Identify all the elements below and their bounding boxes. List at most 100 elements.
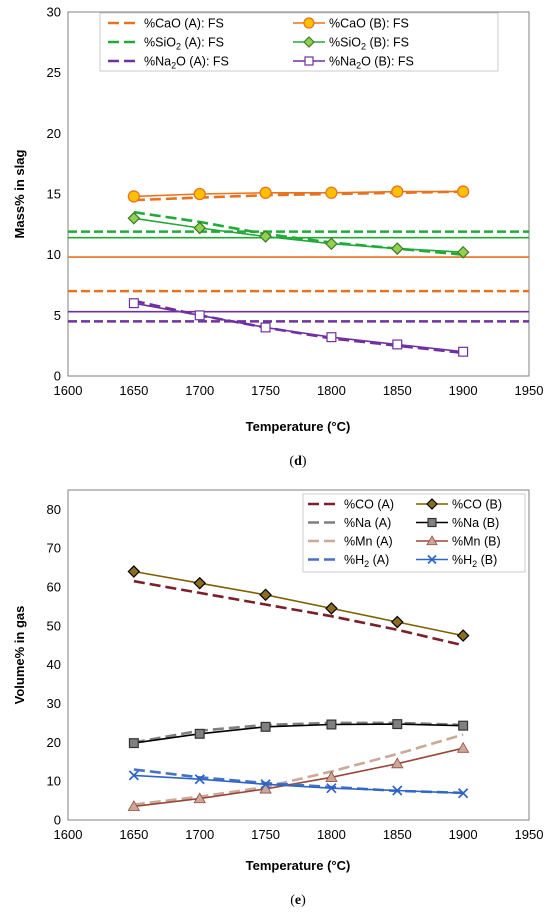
- legend-marker-cao_b: [303, 17, 315, 29]
- series-line-na2o_b: [133, 302, 464, 353]
- series-sio2_b: [127, 211, 470, 259]
- legend-entry-na_b: %Na (B): [416, 516, 499, 530]
- legend-label-mn_a: %Mn (A): [344, 535, 393, 549]
- series-mn_a: [133, 733, 464, 806]
- y-tick-labels-d: 0 5 10 15 20 25 30: [47, 5, 61, 384]
- data-point-h2_b: [458, 788, 469, 799]
- legend-entry-na_a: %Na (A): [308, 516, 391, 530]
- legend-d: %CaO (A): FS %CaO (B): FS%SiO2 (A): FS %Si…: [99, 12, 499, 72]
- x-axis-title-e: Temperature (°C): [246, 858, 351, 873]
- data-point-na_b: [326, 719, 337, 730]
- series-line-h2_a: [133, 768, 464, 795]
- x-tick-label: 1750: [251, 383, 280, 398]
- series-layer-d: [68, 185, 529, 357]
- data-point-mn_b: [193, 792, 206, 804]
- x-tick-label: 1950: [515, 383, 544, 398]
- legend-label-na2o_a: %Na2O (A): FS: [144, 55, 229, 71]
- x-tick-label: 1750: [251, 827, 280, 842]
- series-line-sio2_a: [133, 210, 464, 256]
- x-tick-label: 1800: [317, 383, 346, 398]
- data-point-na_b: [458, 720, 469, 731]
- series-line-co_a: [133, 579, 464, 647]
- legend-label-main: %Na (B): [452, 516, 499, 530]
- legend-label-tail: O (A): FS: [176, 55, 229, 69]
- series-na2o_a: [133, 299, 464, 355]
- panel-label-d: (d): [289, 454, 306, 469]
- legend-entry-co_b: %CO (B): [416, 498, 502, 512]
- series-cao_a: [133, 190, 464, 202]
- legend-entry-sio2_b: %SiO2 (B): FS: [293, 36, 409, 52]
- legend-label-tail: (B): [477, 553, 497, 567]
- chart-panel-d: %CaO (A): FS %CaO (B): FS%SiO2 (A): FS %Si…: [12, 5, 543, 470]
- legend-label-main: %H: [344, 553, 364, 567]
- data-point-sio2_b: [390, 242, 404, 255]
- series-line-na2o_a: [133, 299, 464, 355]
- y-tick-label: 20: [47, 126, 61, 141]
- legend-label-main: %CO (B): [452, 498, 502, 512]
- legend-label-tail: O (B): FS: [361, 55, 414, 69]
- legend-label-subscript: 2: [361, 42, 366, 52]
- legend-label-na2o_b: %Na2O (B): FS: [329, 55, 414, 71]
- legend-label-sio2_b: %SiO2 (B): FS: [329, 36, 409, 52]
- legend-label-main: %CaO (B): FS: [329, 17, 409, 31]
- data-point-sio2_b: [456, 245, 470, 259]
- legend-label-main: %CO (A): [344, 498, 394, 512]
- legend-entry-cao_b: %CaO (B): FS: [293, 17, 409, 31]
- x-tick-label: 1650: [119, 827, 148, 842]
- data-point-na2o_b: [128, 298, 139, 309]
- series-line-mn_b: [133, 747, 464, 808]
- legend-entry-mn_a: %Mn (A): [308, 535, 393, 549]
- series-na2o_b: [128, 298, 469, 357]
- legend-label-tail: (A): [369, 553, 389, 567]
- series-line-na_a: [133, 721, 464, 744]
- series-na_b: [128, 719, 469, 749]
- data-point-co_b: [193, 576, 207, 590]
- y-axis-title-e: Volume% in gas: [12, 606, 27, 705]
- data-point-sio2_b: [259, 230, 272, 243]
- data-point-na_b: [128, 738, 139, 749]
- data-point-cao_b: [391, 185, 404, 198]
- series-layer-e: [127, 565, 470, 811]
- data-point-na_b: [194, 728, 205, 739]
- legend-label-tail: (A): FS: [181, 36, 224, 50]
- y-tick-label: 80: [47, 502, 61, 517]
- series-h2_b: [128, 770, 469, 799]
- legend-marker-sio2_b: [303, 36, 315, 48]
- legend-label-na_a: %Na (A): [344, 516, 391, 530]
- data-point-h2_b: [128, 770, 139, 781]
- legend-marker-co_b: [426, 498, 438, 510]
- data-point-mn_b: [391, 757, 404, 769]
- series-co_a: [133, 579, 464, 647]
- legend-label-main: %Na: [329, 55, 356, 69]
- data-point-co_b: [390, 615, 404, 629]
- legend-entry-cao_a: %CaO (A): FS: [108, 17, 224, 31]
- legend-entry-h2_b: %H2 (B): [416, 553, 497, 569]
- legend-label-na_b: %Na (B): [452, 516, 499, 530]
- x-tick-label: 1900: [449, 827, 478, 842]
- y-tick-label: 25: [47, 65, 61, 80]
- data-point-co_b: [127, 565, 141, 578]
- data-point-co_b: [259, 588, 272, 602]
- y-tick-label: 40: [47, 657, 61, 672]
- x-tick-label: 1850: [383, 383, 412, 398]
- data-point-mn_b: [325, 770, 338, 782]
- legend-label-main: %SiO: [144, 36, 176, 50]
- series-na_a: [133, 721, 464, 744]
- legend-entry-co_a: %CO (A): [308, 498, 394, 512]
- x-tick-label: 1800: [317, 827, 346, 842]
- legend-label-subscript: 2: [176, 42, 181, 52]
- y-tick-label: 5: [54, 308, 61, 323]
- series-line-na_b: [133, 723, 464, 744]
- legend-label-sio2_a: %SiO2 (A): FS: [144, 36, 224, 52]
- data-point-na2o_b: [194, 310, 205, 321]
- y-tick-label: 50: [47, 618, 61, 633]
- x-tick-label: 1950: [515, 827, 544, 842]
- legend-e: %CO (A) %CO (B) %Na (A) %Na (B) %Mn (A) %Mn (…: [302, 493, 526, 573]
- y-axis-title-d: Mass% in slag: [12, 150, 27, 239]
- plot-area-e: [67, 489, 530, 821]
- legend-entry-sio2_a: %SiO2 (A): FS: [108, 36, 224, 52]
- data-point-cao_b: [259, 186, 272, 199]
- legend-label-main: %CaO (A): FS: [144, 17, 224, 31]
- legend-entry-h2_a: %H2 (A): [308, 553, 389, 569]
